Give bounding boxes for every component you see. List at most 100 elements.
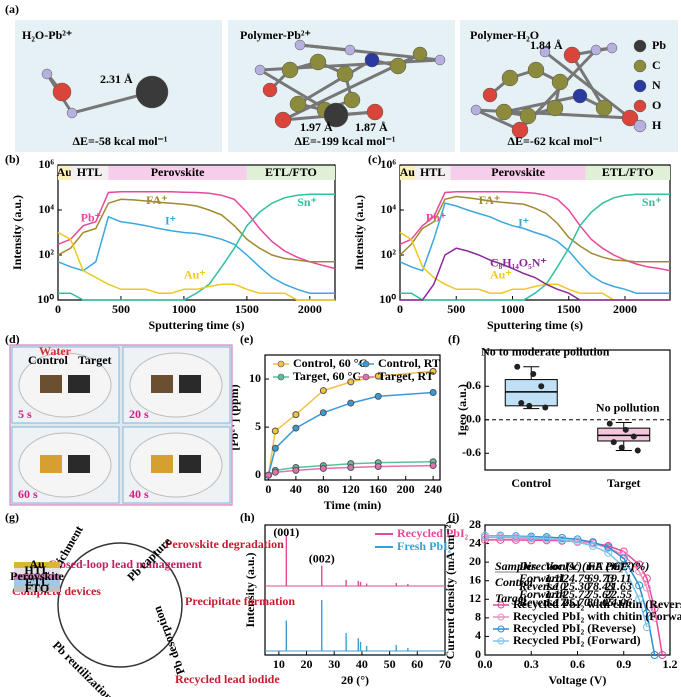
data-point bbox=[526, 402, 533, 409]
target-film bbox=[68, 455, 90, 473]
x-tick-label: 1000 bbox=[172, 302, 196, 316]
data-point bbox=[658, 651, 667, 659]
series-label: Au⁺ bbox=[490, 267, 512, 281]
stage-label: Precipitate formation bbox=[185, 594, 295, 608]
control-film bbox=[40, 375, 62, 393]
y-tick-label: 10⁴ bbox=[380, 202, 396, 216]
data-point bbox=[264, 471, 272, 479]
series-line bbox=[399, 195, 670, 263]
target-film bbox=[179, 455, 201, 473]
data-point bbox=[514, 363, 521, 370]
atom bbox=[274, 111, 292, 129]
series-line bbox=[484, 534, 648, 628]
data-point bbox=[604, 548, 613, 557]
layer-label: Au bbox=[29, 557, 45, 571]
region-label: ETL/FTO bbox=[602, 165, 654, 179]
series-line bbox=[400, 247, 670, 301]
y-axis-title: Igeo (a.u.) bbox=[455, 384, 469, 436]
panel-label: (i) bbox=[448, 510, 459, 524]
region-label: Au bbox=[57, 165, 73, 179]
bond bbox=[503, 94, 581, 114]
table-header: FF (%) bbox=[586, 559, 624, 573]
data-point bbox=[481, 531, 489, 540]
data-point bbox=[530, 371, 537, 377]
table-header: Voc (V) bbox=[545, 559, 582, 573]
time-label: 20 s bbox=[129, 407, 149, 421]
y-tick-label: 24 bbox=[469, 535, 481, 549]
bond-length: 1.97 Å bbox=[300, 120, 333, 134]
x-tick-label: 40 bbox=[290, 482, 302, 496]
bond bbox=[299, 43, 351, 52]
data-point bbox=[271, 468, 279, 476]
target-film bbox=[179, 375, 201, 393]
x-tick-label: 2000 bbox=[613, 302, 637, 316]
table-cell: 25.30 bbox=[562, 579, 590, 593]
structure-title: H₂O-Pb²⁺ bbox=[22, 28, 72, 42]
annotation: No to moderate pollution bbox=[481, 344, 610, 358]
legend-marker bbox=[277, 360, 285, 368]
series-line bbox=[267, 370, 434, 476]
data-point bbox=[542, 404, 549, 411]
legend-label: Recycled PbI₂ (Reverse) bbox=[513, 621, 636, 635]
step-label: Pb desorption bbox=[150, 604, 188, 676]
panel-a-box bbox=[15, 20, 222, 152]
x-tick-label: 1500 bbox=[235, 302, 259, 316]
atom bbox=[501, 69, 519, 87]
table-cell: 1.14 bbox=[545, 587, 566, 601]
x-tick-label: 40 bbox=[356, 657, 368, 671]
legend-marker bbox=[362, 360, 370, 368]
y-tick-label: 10⁶ bbox=[38, 157, 54, 171]
series-label: I⁺ bbox=[165, 214, 176, 228]
y-axis-title: Intensity (a.u.) bbox=[352, 195, 366, 270]
x-tick-label: Target bbox=[607, 476, 641, 490]
data-point bbox=[635, 595, 644, 604]
series-label: Au⁺ bbox=[184, 267, 206, 281]
data-point bbox=[347, 464, 355, 471]
layer-label: ETL bbox=[25, 575, 49, 589]
series-line bbox=[400, 193, 670, 301]
x-tick-label: 0 bbox=[265, 482, 271, 496]
atom bbox=[470, 104, 482, 116]
atom bbox=[563, 46, 581, 64]
bond bbox=[570, 54, 606, 109]
data-point bbox=[618, 444, 625, 451]
table-cell: Forward bbox=[518, 571, 563, 585]
atom bbox=[66, 107, 78, 119]
x-tick-label: 200 bbox=[397, 482, 415, 496]
device-layer bbox=[14, 574, 60, 580]
stage-label: Perovskite degradation bbox=[165, 537, 284, 551]
data-point bbox=[610, 439, 617, 446]
region-label: Au bbox=[400, 165, 416, 179]
y-axis-title: Intensity (a.u.) bbox=[243, 552, 257, 627]
data-point bbox=[496, 532, 505, 541]
series-line bbox=[485, 536, 656, 619]
legend-label: Recycled PbI₂ with chitin (Forward) bbox=[513, 609, 681, 623]
y-tick-label: 28 bbox=[469, 517, 481, 531]
region-label: Perovskite bbox=[151, 165, 205, 179]
table-cell: 80.05 bbox=[587, 595, 614, 609]
data-point bbox=[619, 554, 628, 563]
y-tick-label: 10⁰ bbox=[379, 292, 396, 306]
x-tick-label: 10 bbox=[273, 657, 285, 671]
atom bbox=[595, 99, 613, 117]
x-tick-label: 240 bbox=[424, 482, 442, 496]
x-tick-label: 80 bbox=[317, 482, 329, 496]
y-tick-label: 10⁶ bbox=[380, 157, 396, 171]
atom bbox=[606, 42, 618, 54]
annotation: (002) bbox=[309, 551, 335, 565]
plot-frame bbox=[264, 354, 441, 481]
data-point bbox=[619, 562, 628, 571]
table-header: Samples bbox=[495, 559, 537, 573]
atom bbox=[364, 52, 380, 68]
table-cell: 25.72 bbox=[562, 587, 590, 601]
panel-label: (d) bbox=[5, 332, 20, 346]
series-label: I⁺ bbox=[518, 215, 529, 229]
atom bbox=[343, 91, 361, 109]
legend-label: Recycled PbI₂ with chitin (Reverse) bbox=[513, 597, 681, 611]
x-tick-label: Control bbox=[511, 476, 551, 490]
y-tick-label: 12 bbox=[469, 591, 481, 605]
atom bbox=[527, 61, 545, 79]
data-point bbox=[511, 532, 520, 541]
cycle-center: Closed-loop lead management bbox=[48, 557, 202, 571]
series-line bbox=[57, 198, 335, 263]
